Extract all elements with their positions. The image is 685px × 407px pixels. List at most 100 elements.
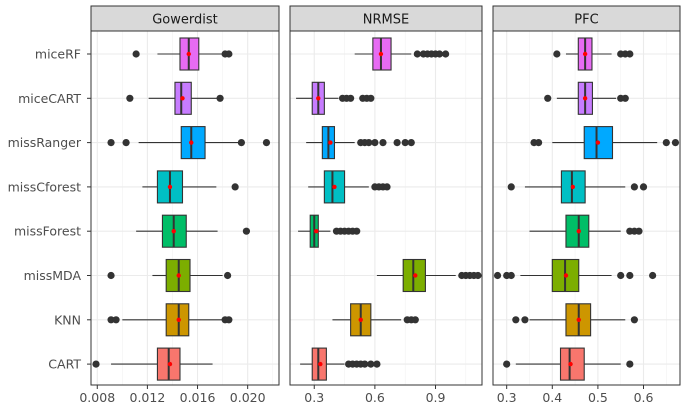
x-tick-label: 0.012 bbox=[130, 390, 166, 405]
mean-point bbox=[189, 140, 194, 145]
panel-border bbox=[90, 30, 280, 386]
x-tick-label: 0.5 bbox=[588, 390, 608, 405]
outlier-point bbox=[474, 271, 482, 280]
outlier-point bbox=[544, 94, 552, 102]
mean-point bbox=[318, 361, 323, 367]
strip-title: NRMSE bbox=[363, 13, 409, 28]
panel-gowerdist: Gowerdist 0.008 0.012 0.016 0.020 bbox=[79, 5, 280, 405]
strip-title: Gowerdist bbox=[152, 13, 218, 28]
outlier-point bbox=[353, 227, 361, 235]
mean-point bbox=[568, 361, 573, 367]
outlier-point bbox=[393, 139, 401, 147]
outlier-point bbox=[225, 50, 233, 58]
outlier-point bbox=[237, 139, 245, 147]
outlier-point bbox=[107, 271, 115, 280]
mean-point bbox=[413, 273, 418, 278]
mean-point bbox=[186, 51, 191, 57]
outlier-point bbox=[442, 50, 450, 58]
box-miceRF bbox=[132, 37, 233, 71]
mean-point bbox=[576, 317, 581, 322]
box-KNN bbox=[332, 303, 419, 337]
box-KNN bbox=[107, 303, 233, 337]
outlier-point bbox=[630, 316, 638, 324]
mean-point bbox=[176, 273, 181, 278]
outlier-point bbox=[107, 139, 115, 147]
y-axis: miceRF miceCART missRanger missCforest missF… bbox=[8, 47, 91, 372]
outlier-point bbox=[411, 316, 419, 324]
strip-background bbox=[492, 5, 681, 32]
outlier-point bbox=[626, 360, 634, 368]
outlier-point bbox=[367, 360, 375, 368]
outlier-point bbox=[224, 271, 232, 280]
x-tick-label: 0.016 bbox=[180, 390, 216, 405]
outlier-point bbox=[503, 360, 511, 368]
box-missForest bbox=[136, 214, 251, 248]
outlier-point bbox=[126, 94, 134, 102]
outlier-point bbox=[662, 139, 670, 147]
outlier-point bbox=[373, 360, 381, 368]
outlier-point bbox=[216, 94, 224, 102]
outlier-point bbox=[635, 227, 643, 235]
outlier-point bbox=[371, 139, 379, 147]
panel-nrmse: NRMSE 0.3 0.6 0.9 bbox=[289, 5, 483, 405]
outlier-point bbox=[92, 360, 100, 368]
outlier-point bbox=[553, 50, 561, 58]
strip-background bbox=[289, 5, 483, 32]
box-missMDA bbox=[493, 258, 657, 293]
facet-panels: Gowerdist 0.008 0.012 0.016 0.020 NRMSE 0.3 0.6… bbox=[79, 5, 681, 405]
outlier-point bbox=[262, 139, 271, 147]
outlier-point bbox=[225, 316, 233, 324]
outlier-point bbox=[122, 139, 130, 147]
y-tick-label: missMDA bbox=[24, 268, 82, 283]
mean-point bbox=[563, 273, 569, 278]
mean-point bbox=[378, 51, 384, 57]
outlier-point bbox=[521, 316, 529, 324]
outlier-point bbox=[626, 271, 634, 280]
outlier-point bbox=[493, 271, 502, 280]
box-missRanger bbox=[107, 126, 271, 160]
mean-point bbox=[167, 361, 173, 367]
outlier-point bbox=[407, 139, 415, 147]
box-missMDA bbox=[376, 258, 482, 293]
mean-point bbox=[570, 184, 576, 190]
outlier-point bbox=[639, 183, 648, 191]
outlier-point bbox=[347, 94, 355, 102]
outlier-point bbox=[535, 139, 543, 147]
outlier-point bbox=[507, 183, 515, 191]
outlier-point bbox=[367, 94, 375, 102]
box-missCforest bbox=[308, 170, 391, 204]
box-CART bbox=[503, 347, 634, 381]
outlier-point bbox=[231, 183, 239, 191]
outlier-point bbox=[413, 50, 421, 58]
outlier-point bbox=[621, 94, 629, 102]
mean-point bbox=[167, 184, 173, 190]
mean-point bbox=[582, 96, 588, 101]
x-tick-label: 0.008 bbox=[79, 390, 115, 405]
outlier-point bbox=[626, 50, 634, 58]
panel-border bbox=[492, 30, 681, 386]
outlier-point bbox=[379, 139, 387, 147]
box-miceCART bbox=[544, 81, 629, 115]
strip-background bbox=[90, 5, 280, 32]
outlier-point bbox=[630, 183, 638, 191]
x-tick-label: 0.3 bbox=[304, 390, 324, 405]
box-KNN bbox=[512, 303, 638, 337]
panel-pfc: PFC 0.3 0.4 0.5 0.6 bbox=[492, 5, 681, 405]
box-miceRF bbox=[553, 37, 634, 71]
y-tick-label: miceRF bbox=[35, 47, 81, 62]
outlier-point bbox=[107, 316, 115, 324]
box-missForest bbox=[298, 214, 361, 248]
outlier-point bbox=[435, 50, 444, 58]
x-tick-label: 0.9 bbox=[426, 390, 446, 405]
y-tick-label: missRanger bbox=[8, 135, 82, 150]
x-tick-label: 0.3 bbox=[497, 390, 517, 405]
y-tick-label: KNN bbox=[54, 312, 81, 327]
outlier-point bbox=[361, 360, 369, 368]
mean-point bbox=[576, 229, 581, 234]
box-missRanger bbox=[306, 126, 415, 160]
panel-border bbox=[289, 30, 483, 386]
mean-point bbox=[358, 317, 363, 322]
outlier-point bbox=[512, 316, 520, 324]
mean-point bbox=[180, 96, 185, 101]
y-tick-label: CART bbox=[48, 357, 81, 372]
